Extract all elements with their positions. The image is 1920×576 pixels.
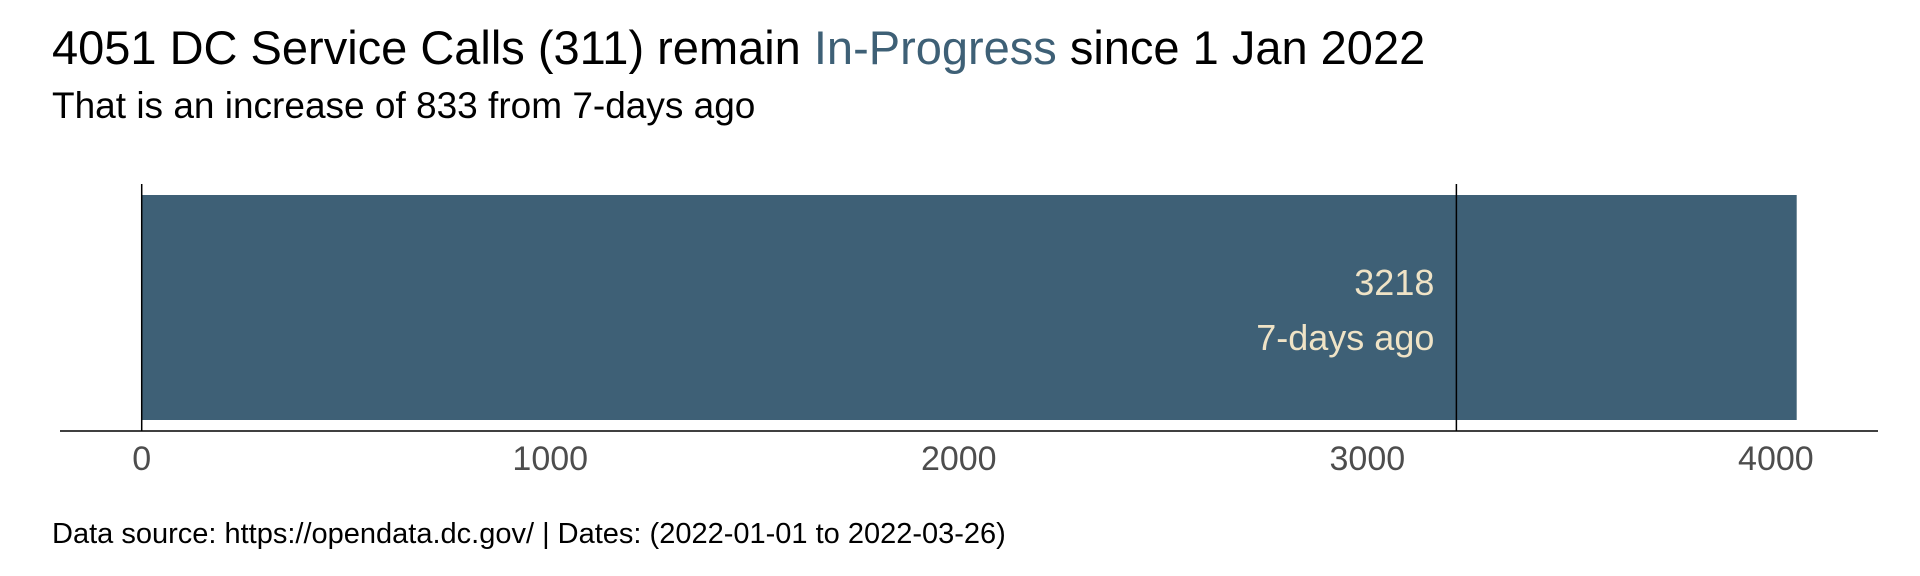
bar-in-progress bbox=[141, 195, 1797, 420]
x-tick-label: 2000 bbox=[921, 440, 997, 478]
title-prefix: 4051 DC Service Calls (311) remain bbox=[52, 21, 814, 74]
seven-days-ago-text-label: 7-days ago bbox=[1256, 317, 1434, 358]
title-suffix: since 1 Jan 2022 bbox=[1056, 21, 1426, 74]
x-tick-label: 4000 bbox=[1738, 440, 1814, 478]
x-tick-label: 3000 bbox=[1330, 440, 1406, 478]
data-source-caption: Data source: https://opendata.dc.gov/ | … bbox=[52, 518, 1006, 550]
x-tick-label: 1000 bbox=[512, 440, 588, 478]
x-tick-label: 0 bbox=[132, 440, 151, 478]
chart-subtitle: That is an increase of 833 from 7-days a… bbox=[52, 85, 756, 126]
seven-days-ago-value-label: 3218 bbox=[1354, 262, 1434, 303]
title-highlight: In-Progress bbox=[813, 21, 1057, 74]
bar-chart: 3218 7-days ago 0 1000 2000 3000 4000 bbox=[60, 184, 1878, 478]
chart-title: 4051 DC Service Calls (311) remain In-Pr… bbox=[52, 18, 1425, 78]
